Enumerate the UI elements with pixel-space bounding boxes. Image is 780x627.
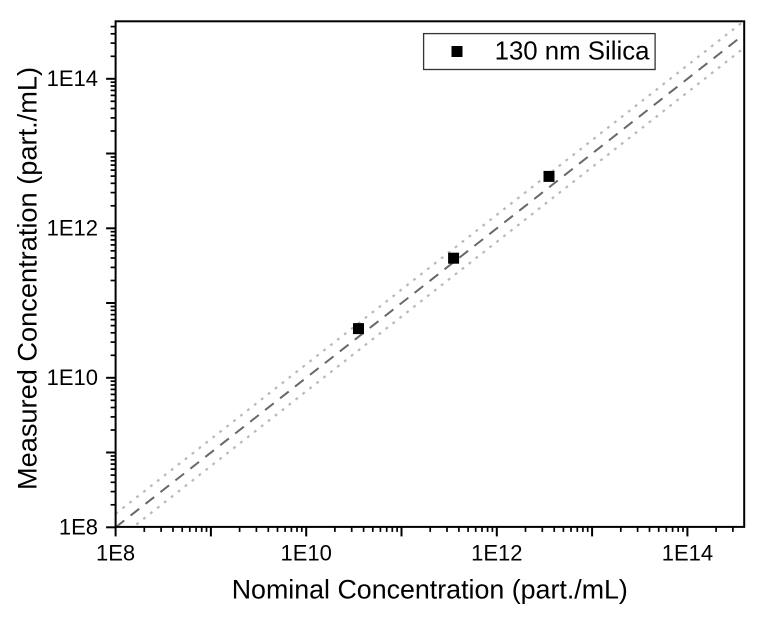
svg-text:130 nm Silica: 130 nm Silica	[495, 38, 651, 66]
svg-text:1E10: 1E10	[47, 365, 98, 390]
svg-text:1E8: 1E8	[96, 541, 135, 566]
svg-text:Nominal Concentration (part./m: Nominal Concentration (part./mL)	[232, 575, 628, 605]
svg-text:Measured Concentration (part./: Measured Concentration (part./mL)	[12, 67, 43, 490]
svg-text:1E12: 1E12	[47, 215, 98, 240]
svg-text:1E14: 1E14	[47, 66, 98, 91]
svg-text:1E8: 1E8	[59, 514, 98, 539]
svg-text:1E14: 1E14	[662, 541, 713, 566]
svg-text:1E10: 1E10	[281, 541, 332, 566]
svg-text:1E12: 1E12	[471, 541, 522, 566]
